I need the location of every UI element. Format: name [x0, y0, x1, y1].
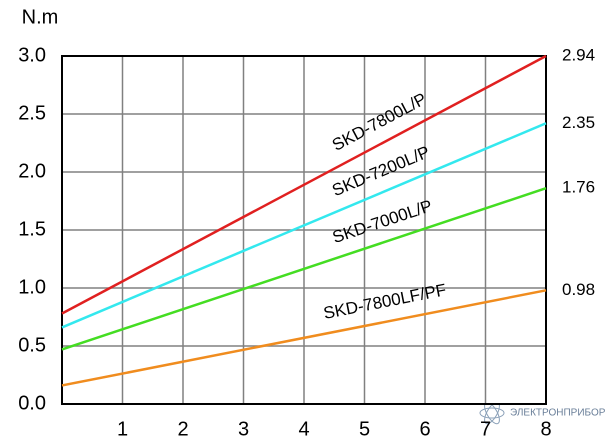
series-line: [61, 187, 547, 351]
end-label: 0.98: [562, 280, 595, 299]
plot-border: [61, 55, 547, 405]
x-tick-label: 4: [298, 418, 309, 440]
x-tick-label: 5: [359, 418, 370, 440]
end-label: 2.35: [562, 113, 595, 132]
x-tick-label: 6: [419, 418, 430, 440]
x-tick-label: 1: [117, 418, 128, 440]
y-tick-label: 1.5: [18, 218, 46, 240]
series-line: [61, 122, 547, 329]
end-label: 2.94: [562, 45, 595, 64]
end-label: 1.76: [562, 178, 595, 197]
watermark: ЭЛЕКТРОНПРИБОР: [510, 408, 606, 419]
y-axis-label: N.m: [22, 6, 59, 28]
x-tick-label: 7: [480, 418, 491, 440]
y-tick-label: 0.0: [18, 392, 46, 414]
y-tick-label: 1.0: [18, 276, 46, 298]
series-line: [61, 54, 547, 315]
x-tick-label: 2: [177, 418, 188, 440]
x-tick-label: 3: [238, 418, 249, 440]
y-tick-label: 2.5: [18, 102, 46, 124]
y-tick-label: 0.5: [18, 334, 46, 356]
y-tick-label: 3.0: [18, 44, 46, 66]
x-tick-label: 8: [540, 418, 551, 440]
series-line: [61, 289, 547, 387]
y-tick-label: 2.0: [18, 160, 46, 182]
